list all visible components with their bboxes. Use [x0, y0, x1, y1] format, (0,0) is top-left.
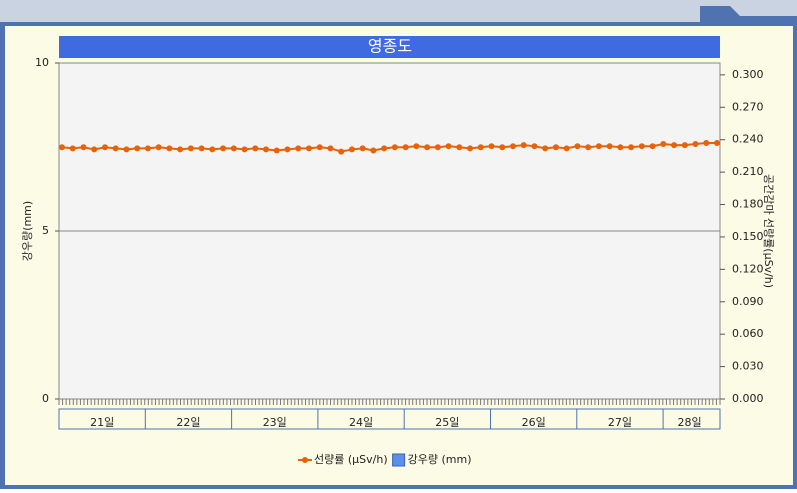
x-tick-label: 22일 [176, 415, 200, 429]
point [80, 144, 87, 151]
y2-tick-label: 0.030 [732, 360, 764, 373]
x-tick-label: 24일 [349, 415, 373, 429]
y-tick-label: 10 [35, 56, 49, 69]
legend-label: 강우량 (mm) [408, 453, 472, 466]
y2-tick-label: 0.060 [732, 327, 764, 340]
point [166, 145, 173, 152]
y2-tick-label: 0.000 [732, 392, 764, 405]
point [628, 144, 635, 151]
y2-axis-label: 공간감마 선량률(μSv/h) [762, 174, 775, 288]
point [295, 145, 302, 152]
y2-tick-label: 0.240 [732, 133, 764, 146]
y2-tick-label: 0.270 [732, 100, 764, 113]
y2-tick-label: 0.300 [732, 68, 764, 81]
point [209, 146, 216, 153]
point [714, 139, 720, 146]
point [91, 146, 98, 153]
point [595, 143, 602, 150]
point [563, 145, 570, 152]
point [338, 148, 345, 155]
point [681, 142, 688, 149]
point [252, 145, 259, 152]
point [703, 139, 710, 146]
point [585, 144, 592, 151]
x-tick-label: 21일 [90, 415, 114, 429]
point [413, 143, 420, 150]
y2-tick-label: 0.210 [732, 165, 764, 178]
point [316, 144, 323, 151]
point [263, 146, 270, 153]
point [391, 144, 398, 151]
point [241, 146, 248, 153]
x-tick-label: 28일 [677, 415, 701, 429]
point [574, 143, 581, 150]
title-bar [59, 36, 720, 58]
x-tick-label: 27일 [608, 415, 632, 429]
point [134, 145, 141, 152]
point [552, 144, 559, 151]
y2-tick-label: 0.120 [732, 262, 764, 275]
point [69, 145, 76, 152]
legend-swatch [392, 453, 406, 467]
point [542, 145, 549, 152]
point [671, 142, 678, 149]
point [370, 147, 377, 154]
point [359, 145, 366, 152]
point [284, 146, 291, 153]
point [692, 141, 699, 148]
point [101, 144, 108, 151]
legend-marker [302, 457, 308, 463]
point [649, 143, 656, 150]
point [155, 144, 162, 151]
x-tick-label: 23일 [263, 415, 287, 429]
point [617, 144, 624, 151]
point [488, 143, 495, 150]
point [477, 144, 484, 151]
point [402, 144, 409, 151]
point [660, 141, 667, 148]
point [305, 145, 312, 152]
point [177, 146, 184, 153]
point [59, 144, 65, 151]
legend-label: 선량률 (μSv/h) [314, 453, 388, 466]
point [467, 145, 474, 152]
x-tick-label: 26일 [522, 415, 546, 429]
y2-tick-label: 0.090 [732, 295, 764, 308]
point [198, 145, 205, 152]
x-tick-label: 25일 [435, 415, 459, 429]
point [348, 146, 355, 153]
y2-tick-label: 0.150 [732, 230, 764, 243]
point [187, 145, 194, 152]
point [144, 145, 151, 152]
y-tick-label: 0 [42, 392, 49, 405]
point [531, 143, 538, 150]
y-axis-label: 강우량(mm) [21, 201, 34, 261]
point [638, 143, 645, 150]
point [456, 144, 463, 151]
point [230, 145, 237, 152]
y-tick-label: 5 [42, 224, 49, 237]
point [273, 147, 280, 154]
point [434, 144, 441, 151]
y2-tick-label: 0.180 [732, 198, 764, 211]
point [327, 145, 334, 152]
point [220, 145, 227, 152]
point [499, 144, 506, 151]
point [381, 145, 388, 152]
point [606, 143, 613, 150]
point [424, 144, 431, 151]
x-axis-band [58, 408, 721, 430]
point [112, 145, 119, 152]
point [123, 146, 130, 153]
point [445, 143, 452, 150]
chart-title: 영종도 [368, 37, 412, 56]
point [509, 143, 516, 150]
point [520, 142, 527, 149]
